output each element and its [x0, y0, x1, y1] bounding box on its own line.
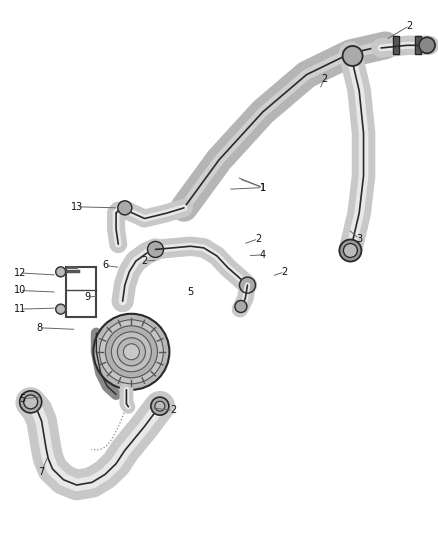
Text: 2: 2 [406, 21, 413, 30]
Text: 2: 2 [141, 256, 148, 266]
Text: 5: 5 [187, 287, 194, 297]
Circle shape [111, 332, 152, 372]
Circle shape [99, 320, 163, 384]
Circle shape [343, 46, 363, 66]
Text: 9: 9 [85, 293, 91, 302]
Text: 5: 5 [19, 394, 25, 403]
Circle shape [155, 401, 165, 411]
Text: 2: 2 [282, 267, 288, 277]
Text: 1: 1 [260, 183, 266, 192]
Circle shape [343, 244, 357, 257]
Text: 2: 2 [170, 406, 176, 415]
Text: 13: 13 [71, 202, 83, 212]
Text: 12: 12 [14, 268, 26, 278]
Circle shape [93, 314, 170, 390]
Circle shape [117, 338, 145, 366]
Circle shape [106, 326, 157, 378]
Text: 1: 1 [260, 183, 266, 192]
Circle shape [235, 301, 247, 312]
Bar [393, 36, 399, 54]
Text: 10: 10 [14, 286, 26, 295]
Text: 6: 6 [102, 261, 108, 270]
Circle shape [56, 267, 66, 277]
Text: 3: 3 [356, 234, 362, 244]
Circle shape [148, 241, 163, 257]
Text: 11: 11 [14, 304, 26, 314]
Circle shape [56, 304, 66, 314]
Circle shape [124, 344, 139, 360]
Circle shape [151, 397, 169, 415]
Circle shape [419, 37, 435, 53]
Circle shape [24, 395, 38, 409]
Circle shape [118, 201, 132, 215]
Text: 2: 2 [255, 234, 261, 244]
Bar [393, 36, 399, 54]
Bar [415, 36, 421, 54]
Bar [415, 36, 421, 54]
Circle shape [58, 269, 64, 275]
Text: 4: 4 [260, 250, 266, 260]
Circle shape [20, 391, 42, 413]
Circle shape [58, 306, 64, 312]
Circle shape [240, 277, 255, 293]
Text: 7: 7 [39, 467, 45, 477]
Text: 2: 2 [321, 74, 327, 84]
Circle shape [339, 239, 361, 262]
Text: 8: 8 [36, 323, 42, 333]
